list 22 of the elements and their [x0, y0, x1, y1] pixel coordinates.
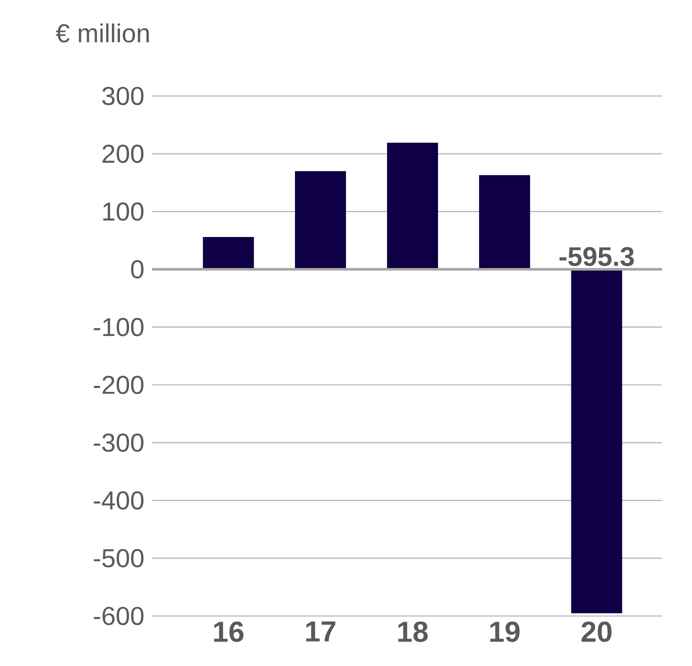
bar — [387, 142, 438, 270]
y-axis-title: € million — [56, 23, 149, 42]
y-tick-label: 200 — [102, 144, 144, 163]
y-tick-label: -400 — [94, 491, 144, 510]
y-tick-label: -500 — [94, 549, 144, 568]
x-tick-label: 18 — [398, 622, 428, 642]
y-tick-label: 300 — [102, 86, 144, 106]
bar — [202, 236, 254, 270]
y-tick-label: -100 — [94, 318, 144, 336]
bar — [479, 175, 530, 270]
y-tick-label: 0 — [131, 260, 144, 278]
y-tick-label: 100 — [103, 202, 144, 221]
y-tick-label: -600 — [94, 606, 144, 626]
x-tick-label: 19 — [490, 622, 520, 642]
bar — [294, 171, 346, 270]
x-tick-label: 16 — [214, 622, 244, 642]
bar — [571, 269, 622, 614]
x-tick-label: 17 — [306, 622, 336, 642]
data-label: -595.3 — [560, 247, 634, 266]
y-tick-label: -200 — [94, 376, 144, 394]
y-tick-label: -300 — [94, 433, 144, 452]
x-tick-label: 20 — [582, 622, 612, 642]
